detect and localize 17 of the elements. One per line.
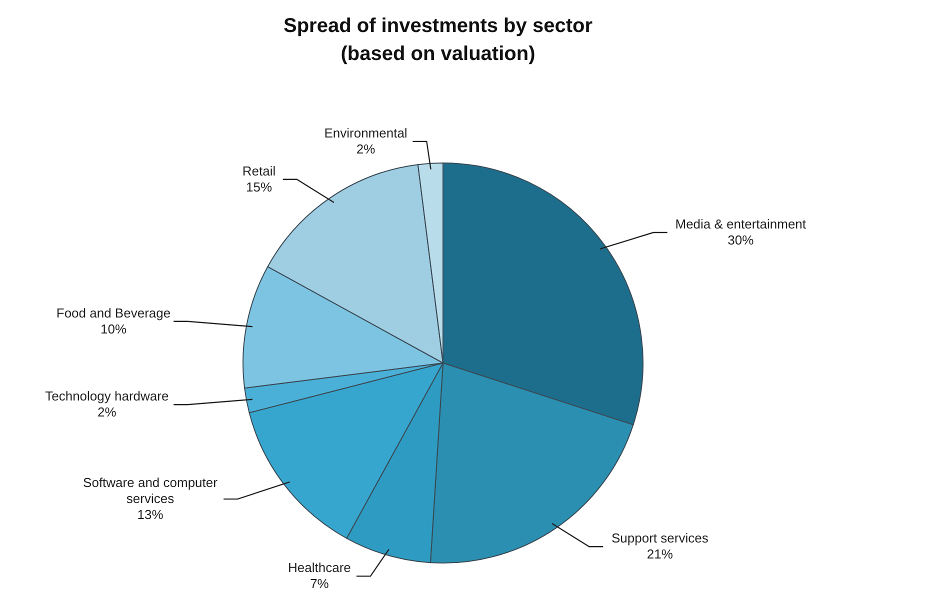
slice-label: Healthcare bbox=[288, 560, 351, 576]
slice-label: Technology hardware bbox=[45, 388, 169, 404]
slice-label: Retail bbox=[242, 163, 276, 178]
data-label: 10% bbox=[100, 321, 127, 336]
slice-label: Food and Beverage bbox=[56, 305, 171, 320]
data-label: 30% bbox=[728, 232, 754, 248]
chart-title: Spread of investments by sector (based on valuation) bbox=[282, 14, 594, 67]
slice-label: Media & entertainment bbox=[675, 216, 806, 232]
data-label: 13% bbox=[137, 507, 164, 522]
data-label: 2% bbox=[356, 141, 376, 156]
data-label: 7% bbox=[310, 576, 330, 592]
slice-label: Environmental bbox=[324, 125, 408, 140]
slice-label: Support services bbox=[612, 530, 709, 546]
data-label: 21% bbox=[646, 546, 674, 562]
data-label: 15% bbox=[246, 179, 273, 194]
data-label: 2% bbox=[98, 404, 117, 420]
slice-label: Software and computer services bbox=[83, 475, 218, 506]
